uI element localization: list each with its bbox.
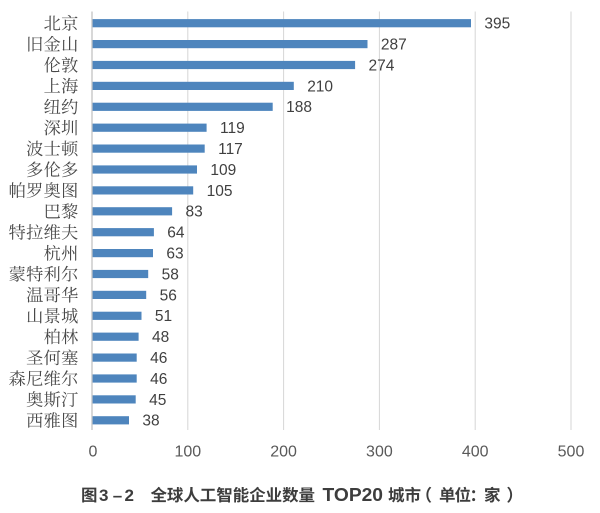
- svg-text:100: 100: [174, 444, 201, 461]
- svg-text:105: 105: [207, 183, 233, 200]
- svg-text:–: –: [113, 486, 122, 505]
- svg-text:287: 287: [381, 37, 407, 54]
- svg-text:109: 109: [210, 162, 236, 179]
- svg-text:56: 56: [160, 287, 177, 304]
- svg-text:500: 500: [558, 444, 585, 461]
- svg-text:63: 63: [166, 246, 183, 263]
- svg-text:83: 83: [186, 204, 203, 221]
- svg-text:274: 274: [369, 57, 395, 74]
- svg-text:45: 45: [149, 392, 166, 409]
- svg-text:119: 119: [220, 120, 245, 137]
- svg-text:TOP20: TOP20: [323, 484, 384, 505]
- svg-text:395: 395: [484, 16, 510, 33]
- svg-text:210: 210: [307, 78, 333, 95]
- svg-text:0: 0: [89, 444, 98, 461]
- svg-text:400: 400: [462, 444, 489, 461]
- svg-text:300: 300: [366, 444, 393, 461]
- svg-text:48: 48: [152, 329, 169, 346]
- svg-text:117: 117: [218, 141, 243, 158]
- svg-text:188: 188: [286, 99, 312, 116]
- svg-text:58: 58: [162, 266, 179, 283]
- svg-text:64: 64: [167, 225, 185, 242]
- svg-text:200: 200: [270, 444, 297, 461]
- svg-text:38: 38: [142, 413, 159, 430]
- svg-text:2: 2: [125, 486, 134, 505]
- svg-text:46: 46: [150, 371, 167, 388]
- svg-text:51: 51: [155, 308, 172, 325]
- svg-text:3: 3: [99, 486, 108, 505]
- svg-text:46: 46: [150, 350, 167, 367]
